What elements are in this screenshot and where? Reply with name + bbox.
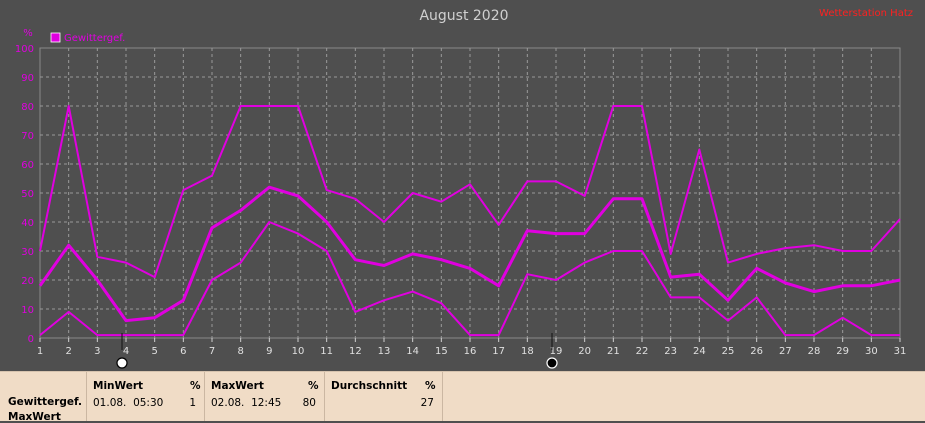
y-tick-label: 40 <box>21 218 34 229</box>
maxwert-header: MaxWert <box>211 380 264 392</box>
maxwert-date: 02.08. 12:45 <box>211 397 282 409</box>
x-tick-label: 10 <box>292 346 305 357</box>
x-tick-label: 8 <box>237 346 243 357</box>
y-axis-unit: % <box>23 28 33 39</box>
minwert-header: MinWert <box>93 380 144 392</box>
x-tick-label: 13 <box>378 346 391 357</box>
x-tick-label: 20 <box>578 346 591 357</box>
y-tick-label: 0 <box>28 334 34 345</box>
x-tick-label: 27 <box>779 346 792 357</box>
durchschnitt-cell: Durchschnitt % 27 <box>325 372 443 421</box>
y-tick-label: 70 <box>21 131 34 142</box>
x-tick-label: 11 <box>320 346 333 357</box>
x-tick-label: 23 <box>664 346 677 357</box>
minwert-unit: % <box>190 380 201 392</box>
summary-label-cell: Gewittergef. MaxWert <box>0 372 87 423</box>
marker-filled-dot <box>546 357 558 369</box>
x-tick-label: 14 <box>406 346 419 357</box>
x-tick-label: 22 <box>636 346 649 357</box>
x-tick-label: 5 <box>151 346 157 357</box>
x-tick-label: 4 <box>123 346 129 357</box>
minwert-value: 1 <box>189 397 196 409</box>
y-tick-label: 90 <box>21 73 34 84</box>
x-tick-label: 15 <box>435 346 448 357</box>
y-tick-label: 80 <box>21 102 34 113</box>
y-tick-label: 20 <box>21 276 34 287</box>
y-tick-label: 50 <box>21 189 34 200</box>
legend-label: Gewittergef. <box>64 33 125 44</box>
x-tick-label: 24 <box>693 346 706 357</box>
maxwert-cell: MaxWert % 02.08. 12:45 80 <box>205 372 325 421</box>
x-tick-label: 3 <box>94 346 100 357</box>
x-tick-label: 18 <box>521 346 534 357</box>
durchschnitt-header: Durchschnitt <box>331 380 408 392</box>
y-tick-label: 60 <box>21 160 34 171</box>
minwert-date: 01.08. 05:30 <box>93 397 164 409</box>
durchschnitt-unit: % <box>425 380 436 392</box>
legend-swatch <box>50 32 61 43</box>
maxwert-value: 80 <box>302 397 316 409</box>
x-tick-label: 17 <box>492 346 505 357</box>
y-tick-label: 100 <box>15 44 34 55</box>
series-row-label: Gewittergef. <box>8 396 82 408</box>
chart-title: August 2020 <box>419 8 508 24</box>
x-tick-label: 9 <box>266 346 272 357</box>
y-tick-label: 10 <box>21 305 34 316</box>
maxwert-unit: % <box>308 380 319 392</box>
marker-open-dot <box>116 357 128 369</box>
series-line-max <box>39 105 901 279</box>
x-tick-label: 21 <box>607 346 620 357</box>
chart-area: 0 10 20 30 40 50 60 70 80 90 100 1 2 3 4 5 6 7 8 9 10 11 12 13 1… <box>15 8 913 369</box>
minwert-cell: MinWert % 01.08. 05:30 1 <box>87 372 205 421</box>
x-tick-label: 19 <box>550 346 563 357</box>
x-tick-label: 1 <box>37 346 43 357</box>
station-brand: Wetterstation Hatz <box>819 8 913 19</box>
x-tick-label: 30 <box>865 346 878 357</box>
x-tick-label: 16 <box>464 346 477 357</box>
x-tick-label: 12 <box>349 346 362 357</box>
summary-panel: Gewittergef. MaxWert MinWert % 01.08. 05… <box>0 371 925 423</box>
x-tick-label: 7 <box>209 346 215 357</box>
x-tick-label: 29 <box>836 346 849 357</box>
series-line-mean <box>38 185 901 323</box>
durchschnitt-value: 27 <box>420 397 434 409</box>
x-tick-label: 25 <box>722 346 735 357</box>
x-tick-label: 28 <box>808 346 821 357</box>
y-tick-label: 30 <box>21 247 34 258</box>
maxwert-row-label: MaxWert <box>8 411 61 423</box>
x-tick-label: 26 <box>750 346 763 357</box>
series-line-min <box>39 221 900 337</box>
x-tick-label: 31 <box>894 346 907 357</box>
x-tick-label: 2 <box>65 346 71 357</box>
x-tick-label: 6 <box>180 346 186 357</box>
